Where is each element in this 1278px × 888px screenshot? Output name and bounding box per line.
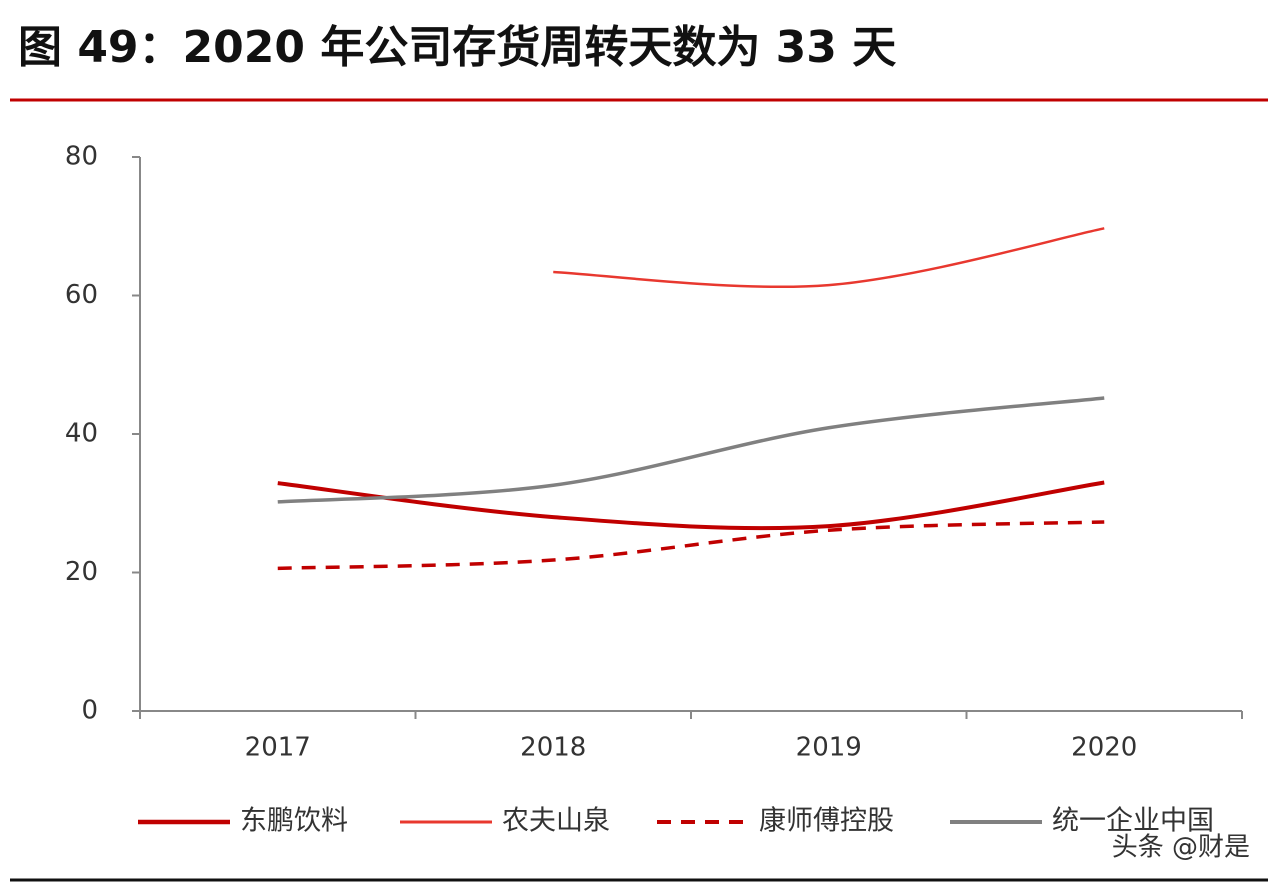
chart-title: 图 49：2020 年公司存货周转天数为 33 天 [18, 22, 896, 73]
legend-label: 康师傅控股 [759, 806, 894, 837]
y-tick-label: 40 [65, 419, 98, 449]
y-tick-label: 60 [65, 280, 98, 310]
series-line [553, 227, 1105, 289]
x-tick-label: 2018 [520, 733, 586, 763]
series-line [277, 480, 1105, 531]
x-tick-label: 2019 [796, 733, 862, 763]
y-tick-label: 0 [81, 696, 98, 726]
x-tick-label: 2017 [245, 733, 311, 763]
y-tick-label: 80 [65, 142, 98, 172]
series-line [277, 520, 1105, 571]
watermark: 头条 @财是 [1112, 833, 1250, 863]
x-tick-label: 2020 [1071, 733, 1137, 763]
legend-label: 统一企业中国 [1052, 806, 1214, 837]
legend-label: 农夫山泉 [502, 806, 610, 837]
y-tick-label: 20 [65, 557, 98, 587]
series-line [277, 396, 1105, 504]
legend-label: 东鹏饮料 [240, 806, 348, 837]
